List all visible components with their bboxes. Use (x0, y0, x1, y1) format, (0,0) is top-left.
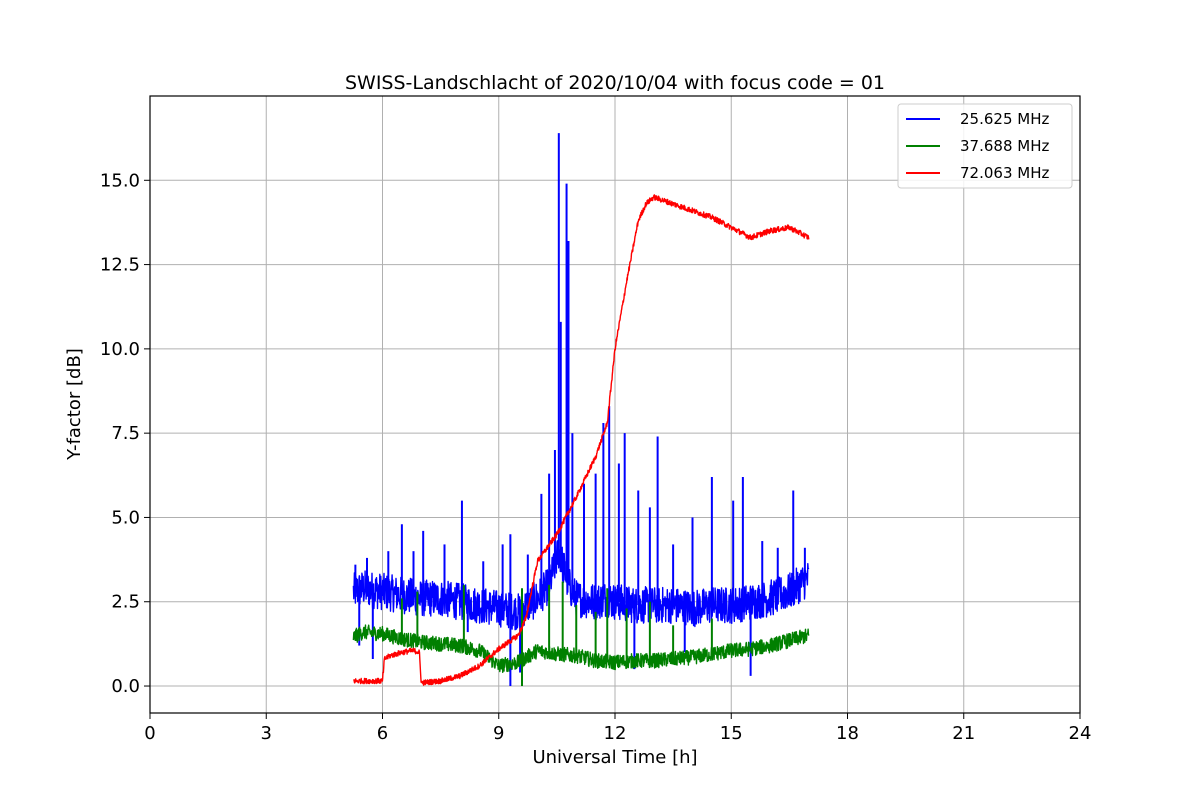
x-tick-label: 0 (144, 723, 155, 744)
x-tick-label: 6 (377, 723, 388, 744)
x-tick-label: 15 (720, 723, 743, 744)
legend: 25.625 MHz 37.688 MHz 72.063 MHz (897, 103, 1073, 189)
x-tick-label: 9 (493, 723, 504, 744)
axis-ticks: 0 3 6 9 12 15 18 21 24 0.0 2.5 5.0 7.5 10.0 12.5 15.0 (100, 170, 1092, 744)
y-tick-label: 10.0 (100, 339, 140, 360)
legend-label: 25.625 MHz (960, 110, 1049, 128)
legend-box (897, 103, 1073, 189)
y-tick-label: 5.0 (111, 507, 140, 528)
series-line (352, 624, 810, 673)
grid-lines (149, 96, 1081, 713)
y-tick-label: 15.0 (100, 170, 140, 191)
series-line (352, 194, 810, 686)
series-0 (352, 133, 810, 687)
series-line (352, 540, 810, 631)
legend-label: 72.063 MHz (960, 164, 1049, 182)
x-tick-label: 18 (836, 723, 859, 744)
y-axis-label: Y-factor [dB] (64, 348, 85, 461)
chart-title: SWISS-Landschlacht of 2020/10/04 with fo… (345, 72, 885, 94)
x-axis-label: Universal Time [h] (532, 747, 697, 768)
x-tick-label: 12 (604, 723, 627, 744)
series-layer (352, 133, 810, 687)
y-tick-label: 0.0 (111, 676, 140, 697)
y-tick-label: 2.5 (111, 592, 140, 613)
x-tick-label: 21 (952, 723, 975, 744)
y-tick-label: 12.5 (100, 255, 140, 276)
x-tick-label: 3 (261, 723, 272, 744)
x-tick-label: 24 (1069, 723, 1092, 744)
series-1 (352, 581, 810, 687)
legend-label: 37.688 MHz (960, 137, 1049, 155)
series-2 (352, 194, 810, 686)
y-tick-label: 7.5 (111, 423, 140, 444)
